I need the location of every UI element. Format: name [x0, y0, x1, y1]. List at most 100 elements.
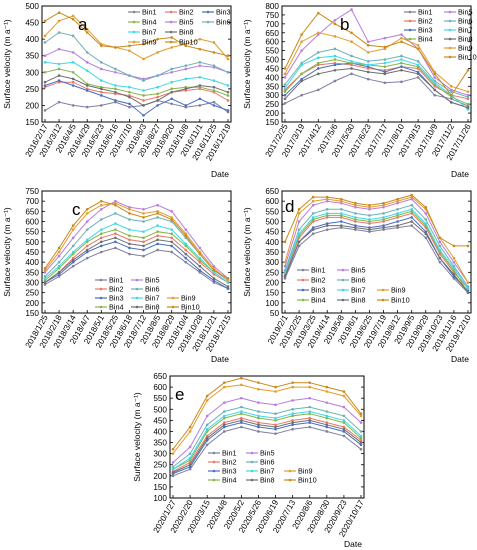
- data-point: [325, 385, 329, 389]
- data-point: [311, 195, 315, 199]
- series-line-bin7: [44, 61, 229, 92]
- data-point: [57, 11, 61, 14]
- data-point: [57, 260, 61, 264]
- data-point: [142, 230, 145, 233]
- data-point: [333, 54, 337, 58]
- data-point: [198, 61, 202, 64]
- series-line-bin6: [44, 31, 229, 82]
- y-tick-label: 750: [25, 187, 39, 196]
- data-point: [128, 44, 131, 48]
- data-point: [416, 63, 420, 67]
- data-point: [450, 101, 453, 104]
- data-point: [382, 218, 385, 221]
- data-point: [325, 421, 329, 424]
- data-point: [43, 271, 47, 274]
- data-point: [100, 79, 103, 82]
- data-point: [156, 216, 159, 219]
- y-tick-label: 350: [265, 82, 279, 91]
- data-point: [382, 224, 385, 227]
- legend: Bin1 Bin5 Bin2 Bin6 Bin3 Bin7 Bin9 Bin4 Bin8 Bin1…: [208, 449, 317, 485]
- y-tick-label: 700: [265, 20, 279, 29]
- data-point: [340, 212, 343, 215]
- series-line-bin2: [284, 212, 469, 289]
- y-tick-label: 500: [265, 56, 279, 65]
- y-tick-label: 350: [25, 52, 39, 61]
- series-line-bin10: [44, 12, 229, 57]
- y-tick-label: 300: [153, 450, 167, 459]
- data-point: [383, 81, 387, 85]
- legend-label: Bin7: [351, 286, 366, 295]
- chart-panel-e: 100 150 200 250 300 350 400 450 500 550 600 650 Surf…: [132, 372, 366, 549]
- y-tick-label: 500: [265, 218, 279, 227]
- data-point: [366, 70, 370, 74]
- series-line-bin9: [172, 384, 362, 454]
- legend-marker: [169, 20, 173, 24]
- data-point: [438, 244, 442, 248]
- data-point: [354, 201, 357, 205]
- data-point: [100, 44, 103, 48]
- data-point: [396, 220, 399, 223]
- series-line-bin1: [44, 247, 229, 290]
- data-point: [222, 425, 226, 429]
- data-point: [184, 228, 188, 231]
- legend-marker: [212, 451, 216, 455]
- data-point: [342, 427, 346, 431]
- data-point: [316, 51, 320, 54]
- data-point: [433, 83, 437, 86]
- data-point: [188, 425, 192, 429]
- data-point: [366, 43, 370, 47]
- y-tick-label: 200: [265, 279, 279, 288]
- y-tick-label: 150: [265, 118, 279, 127]
- data-point: [342, 430, 346, 433]
- data-point: [226, 277, 230, 280]
- data-point: [410, 193, 413, 197]
- data-point: [184, 87, 188, 91]
- legend-label: Bin9: [391, 286, 406, 295]
- y-tick-label: 100: [153, 494, 167, 503]
- legend-marker: [341, 278, 345, 282]
- data-point: [396, 208, 399, 211]
- data-point: [184, 252, 188, 256]
- data-point: [71, 51, 75, 54]
- data-point: [300, 77, 303, 81]
- data-point: [325, 195, 329, 199]
- data-point: [43, 279, 47, 282]
- legend-marker: [169, 10, 173, 14]
- y-tick-label: 600: [265, 38, 279, 47]
- legend-marker: [171, 305, 175, 309]
- legend-label: Bin1: [418, 8, 433, 17]
- data-point: [198, 260, 202, 264]
- series-line-bin9: [284, 32, 469, 93]
- data-point: [240, 421, 243, 424]
- data-point: [100, 87, 103, 91]
- legend-label: Bin10: [179, 38, 198, 47]
- data-point: [156, 212, 159, 215]
- data-point: [340, 201, 343, 205]
- legend-marker: [212, 478, 216, 482]
- data-point: [222, 421, 226, 424]
- legend-label: Bin8: [145, 303, 160, 312]
- data-point: [383, 58, 387, 61]
- legend-marker: [301, 288, 305, 292]
- data-point: [212, 279, 216, 282]
- data-point: [450, 90, 453, 93]
- data-point: [128, 49, 131, 53]
- data-point: [368, 226, 371, 229]
- data-point: [340, 226, 343, 229]
- data-point: [222, 410, 226, 413]
- data-point: [274, 419, 277, 422]
- data-point: [71, 84, 75, 87]
- y-tick-label: 150: [153, 483, 167, 492]
- legend: Bin1 Bin5 Bin2 Bin6 Bin3 Bin7 Bin4 Bin8Bin9Bin1…: [404, 8, 477, 62]
- data-point: [400, 36, 403, 40]
- data-point: [325, 224, 329, 227]
- series-line-bin10: [284, 12, 469, 97]
- legend-label: Bin4: [222, 476, 237, 485]
- data-point: [340, 220, 343, 223]
- data-point: [198, 252, 202, 256]
- data-point: [316, 72, 320, 76]
- data-point: [43, 84, 47, 87]
- data-point: [410, 220, 413, 223]
- data-point: [297, 232, 301, 235]
- data-point: [382, 220, 385, 223]
